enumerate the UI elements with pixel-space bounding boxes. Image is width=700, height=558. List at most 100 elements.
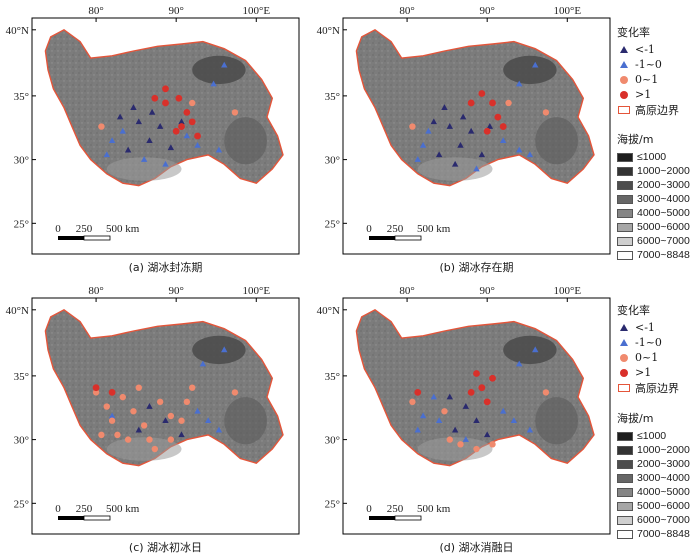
lake-triangle-marker: [140, 156, 148, 162]
lake-circle-marker: [542, 389, 550, 396]
elevation-label: 6000~7000: [637, 235, 690, 247]
lake-triangle-marker: [526, 151, 534, 158]
elevation-legend-item: ≤1000: [617, 150, 690, 164]
lake-circle-marker: [167, 412, 175, 420]
legend-item: <-1: [617, 320, 679, 335]
lake-triangle-marker: [457, 141, 464, 148]
legend-item-label: 0~1: [635, 73, 659, 86]
elevation-swatch: [617, 529, 633, 539]
scale-bar-label: 500 km: [417, 223, 451, 235]
legend-item: <-1: [617, 42, 679, 57]
top-tick-label: 90°: [168, 5, 183, 17]
valley-shading: [224, 397, 267, 445]
elevation-legend-item: 2000~3000: [617, 178, 690, 192]
lake-circle-marker: [92, 384, 100, 392]
lake-circle-marker: [409, 398, 416, 406]
elevation-label: 2000~3000: [637, 179, 690, 191]
lake-circle-marker: [92, 389, 100, 396]
lake-circle-marker: [183, 109, 191, 116]
map-panel-c: 80° 90° 100°E 40°N 35° 30° 25° 0 250 500 km (c) 湖冰…: [6, 285, 300, 554]
lake-triangle-marker: [183, 132, 191, 139]
legend-item-label: 0~1: [635, 351, 659, 364]
elevation-legend-title: 海拔/m: [617, 133, 654, 146]
lake-triangle-marker: [194, 141, 201, 148]
elevation-swatch: [617, 431, 633, 441]
elevation-label: 5000~6000: [637, 500, 690, 512]
left-tick-label: 30°: [14, 155, 29, 167]
lake-circle-marker: [178, 123, 185, 130]
triangle-icon: [617, 59, 631, 71]
lake-circle-marker: [505, 99, 512, 107]
lake-triangle-marker: [162, 417, 169, 424]
lake-triangle-marker: [146, 403, 153, 409]
scale-bar-label: 500 km: [417, 503, 451, 515]
lake-circle-marker: [189, 384, 196, 391]
lake-circle-marker: [489, 441, 496, 448]
lake-triangle-marker: [510, 417, 518, 424]
lake-triangle-marker: [483, 431, 491, 438]
circle-icon: [617, 74, 631, 86]
lake-circle-marker: [467, 99, 475, 107]
elevation-legend-item: 2000~3000: [617, 457, 690, 471]
elevation-swatch: [617, 459, 633, 469]
change-rate-legend-lower: 变化率 <-1 -1~0 0~1 >1 高原边界: [617, 302, 679, 395]
lake-triangle-marker: [178, 431, 185, 438]
basin-shading: [503, 55, 557, 85]
elevation-legend: 海拔/m ≤1000 1000~2000 2000~3000 3000~4000 400…: [617, 131, 690, 262]
lake-triangle-marker: [486, 123, 494, 129]
legend-item: 0~1: [617, 350, 679, 365]
scale-bar-white: [394, 515, 422, 521]
scale-bar-label: 250: [387, 503, 404, 515]
lake-triangle-marker: [516, 360, 523, 367]
legend-item: 高原边界: [617, 380, 679, 395]
left-tick-label: 25°: [14, 498, 29, 510]
elevation-swatch: [617, 166, 633, 176]
scale-bar-label: 0: [366, 223, 372, 235]
elevation-legend-item: 1000~2000: [617, 443, 690, 457]
elevation-legend-item: 1000~2000: [617, 164, 690, 178]
highland-shading: [106, 157, 182, 181]
lake-triangle-marker: [108, 137, 116, 144]
elevation-label: 3000~4000: [637, 193, 690, 205]
lake-circle-marker: [175, 94, 183, 102]
elevation-label: 5000~6000: [637, 221, 690, 233]
elevation-swatch: [617, 487, 633, 497]
highland-shading: [106, 437, 182, 461]
elevation-label: 1000~2000: [637, 444, 690, 456]
elevation-swatch: [617, 250, 633, 260]
left-tick-label: 40°N: [317, 25, 340, 37]
lake-triangle-marker: [103, 151, 110, 158]
lake-triangle-marker: [414, 426, 421, 433]
scale-bar-white: [394, 235, 422, 241]
elevation-label: 6000~7000: [637, 514, 690, 526]
top-tick-label: 90°: [479, 285, 494, 297]
elevation-label: 4000~5000: [637, 207, 690, 219]
elevation-swatch: [617, 445, 633, 455]
lake-circle-marker: [231, 109, 239, 116]
lake-triangle-marker: [435, 417, 443, 424]
lake-triangle-marker: [516, 80, 523, 87]
lake-triangle-marker: [419, 412, 427, 419]
lake-triangle-marker: [500, 137, 507, 144]
lake-circle-marker: [467, 389, 475, 396]
elevation-legend-item: 5000~6000: [617, 220, 690, 234]
lake-circle-marker: [162, 99, 169, 107]
lake-triangle-marker: [526, 426, 534, 433]
lake-circle-marker: [473, 445, 480, 453]
lake-circle-marker: [457, 441, 464, 448]
elevation-label: 2000~3000: [637, 458, 690, 470]
scale-bar-white: [83, 235, 111, 241]
lake-circle-marker: [156, 398, 164, 406]
lake-circle-marker: [483, 398, 491, 406]
triangle-icon: [617, 322, 631, 334]
highland-shading: [417, 157, 493, 181]
lake-triangle-marker: [156, 123, 164, 129]
elevation-label: ≤1000: [637, 430, 667, 442]
elevation-legend-item: 6000~7000: [617, 234, 690, 248]
legend-title-lower: 变化率: [617, 304, 650, 317]
lake-circle-marker: [178, 417, 185, 424]
scale-bar-black: [58, 236, 84, 240]
lake-triangle-marker: [516, 146, 523, 153]
lake-triangle-marker: [205, 417, 212, 424]
left-tick-label: 30°: [325, 155, 340, 167]
